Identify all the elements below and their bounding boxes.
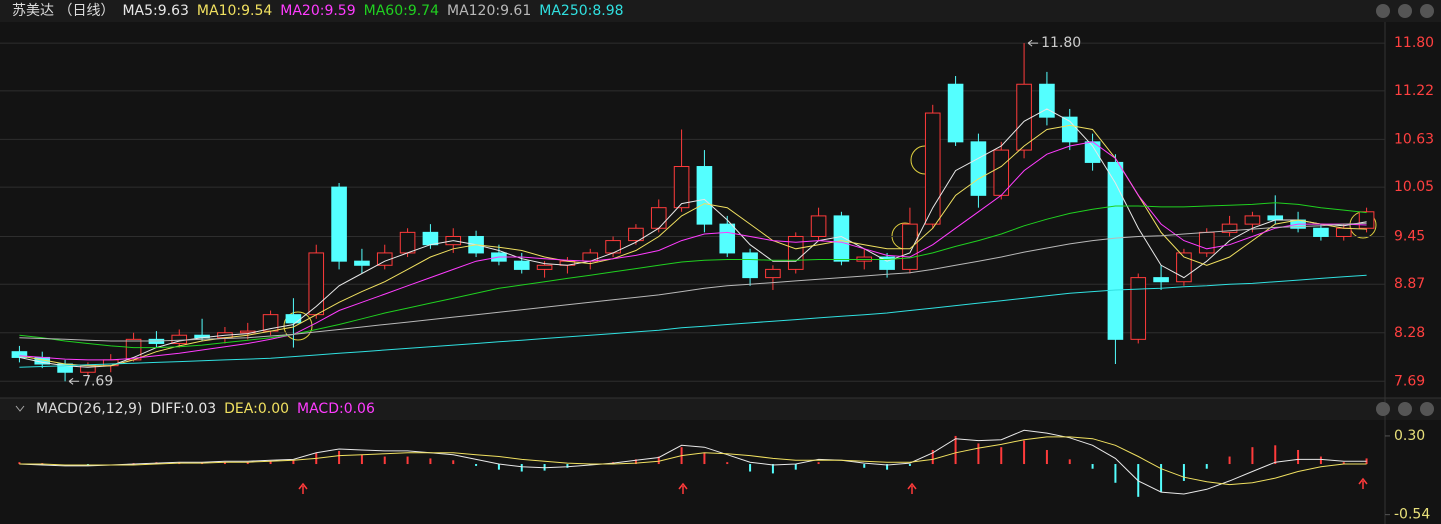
candle-body — [308, 252, 325, 316]
series-line — [19, 436, 1367, 486]
candle-body — [331, 186, 347, 262]
candle-body — [970, 141, 987, 196]
series-line — [19, 124, 1367, 367]
buy-signal — [678, 482, 688, 494]
candle-body — [1153, 277, 1169, 283]
candle-body — [1221, 223, 1238, 233]
candle-body — [765, 268, 781, 279]
zoom-in-button[interactable] — [1398, 4, 1412, 18]
series-line — [19, 274, 1367, 368]
candle-body — [696, 166, 713, 225]
series-line — [19, 202, 1367, 349]
candle-body — [605, 240, 621, 254]
y-tick-label: 9.45 — [1394, 228, 1425, 244]
buy-signal — [1358, 477, 1368, 489]
candle-body — [513, 260, 530, 270]
legend-entry: MACD:0.06 — [297, 401, 375, 417]
candle-body — [1358, 211, 1375, 229]
help-button[interactable] — [1376, 4, 1390, 18]
candle-body — [833, 215, 850, 262]
chart-title: 苏美达 （日线） — [12, 3, 114, 19]
candle-body — [1198, 231, 1215, 254]
zoom-out-button[interactable] — [1420, 4, 1434, 18]
candle-body — [947, 83, 964, 143]
candle-body — [1130, 277, 1147, 340]
candle-body — [582, 252, 599, 262]
candle-body — [673, 166, 690, 209]
legend-entry: MA5:9.63 — [122, 3, 188, 19]
candle-body — [993, 149, 1010, 196]
legend-entry: MA250:8.98 — [539, 3, 623, 19]
legend-entry: MA20:9.59 — [280, 3, 355, 19]
buy-signal — [907, 482, 917, 494]
legend-entry: DIFF:0.03 — [150, 401, 216, 417]
candle-body — [1313, 227, 1329, 237]
candle-body — [1267, 215, 1284, 221]
candle-body — [422, 231, 439, 246]
annotation-label: 7.69 — [82, 373, 113, 389]
candle-body — [1107, 161, 1124, 340]
candle-body — [902, 223, 918, 270]
annotation-label: 11.80 — [1041, 35, 1081, 51]
close-button[interactable] — [1420, 402, 1434, 416]
y-tick-label: 10.63 — [1394, 131, 1434, 147]
annotation-arrow — [1027, 39, 1039, 47]
candle-body — [628, 227, 644, 242]
chart-title: MACD(26,12,9) — [36, 401, 142, 417]
candle-body — [1039, 83, 1055, 118]
signal-arrows — [298, 477, 1368, 494]
candle-body — [924, 112, 941, 225]
series-line — [19, 108, 1367, 368]
candle-body — [1244, 215, 1261, 225]
settings-button[interactable] — [1398, 402, 1412, 416]
help-button[interactable] — [1376, 402, 1390, 416]
candle-body — [536, 264, 553, 270]
legend-entry: MA60:9.74 — [364, 3, 439, 19]
buy-signal — [298, 482, 308, 494]
annotation-arrow — [68, 377, 80, 385]
candle-body — [1335, 227, 1352, 237]
y-tick-label: -0.54 — [1394, 507, 1430, 523]
y-tick-label: 11.80 — [1394, 35, 1434, 51]
candle-body — [1016, 83, 1032, 151]
y-tick-label: 7.69 — [1394, 373, 1425, 389]
candle-body — [650, 207, 667, 229]
candle-body — [810, 215, 827, 237]
candle-body — [125, 338, 142, 361]
y-tick-label: 8.28 — [1394, 325, 1425, 341]
candle-body — [742, 252, 758, 279]
series-line — [19, 222, 1367, 342]
candle-body — [354, 260, 370, 266]
candle-body — [285, 314, 302, 324]
series-line — [19, 141, 1367, 361]
series-line — [19, 429, 1367, 495]
candle-body — [719, 223, 736, 254]
legend-entry: MA10:9.54 — [197, 3, 272, 19]
toolbar — [1376, 4, 1434, 416]
legend-entry: DEA:0.00 — [224, 401, 289, 417]
candle-body — [171, 334, 188, 344]
collapse-icon[interactable] — [15, 405, 25, 412]
macd-header-bar — [0, 398, 1441, 420]
y-tick-label: 10.05 — [1394, 179, 1434, 195]
y-tick-label: 11.22 — [1394, 83, 1434, 99]
candle-body — [399, 231, 416, 254]
y-tick-label: 0.30 — [1394, 428, 1425, 444]
header-bar — [0, 0, 1441, 22]
y-tick-label: 8.87 — [1394, 276, 1425, 292]
legend-entry: MA120:9.61 — [447, 3, 531, 19]
candle-body — [376, 252, 393, 266]
